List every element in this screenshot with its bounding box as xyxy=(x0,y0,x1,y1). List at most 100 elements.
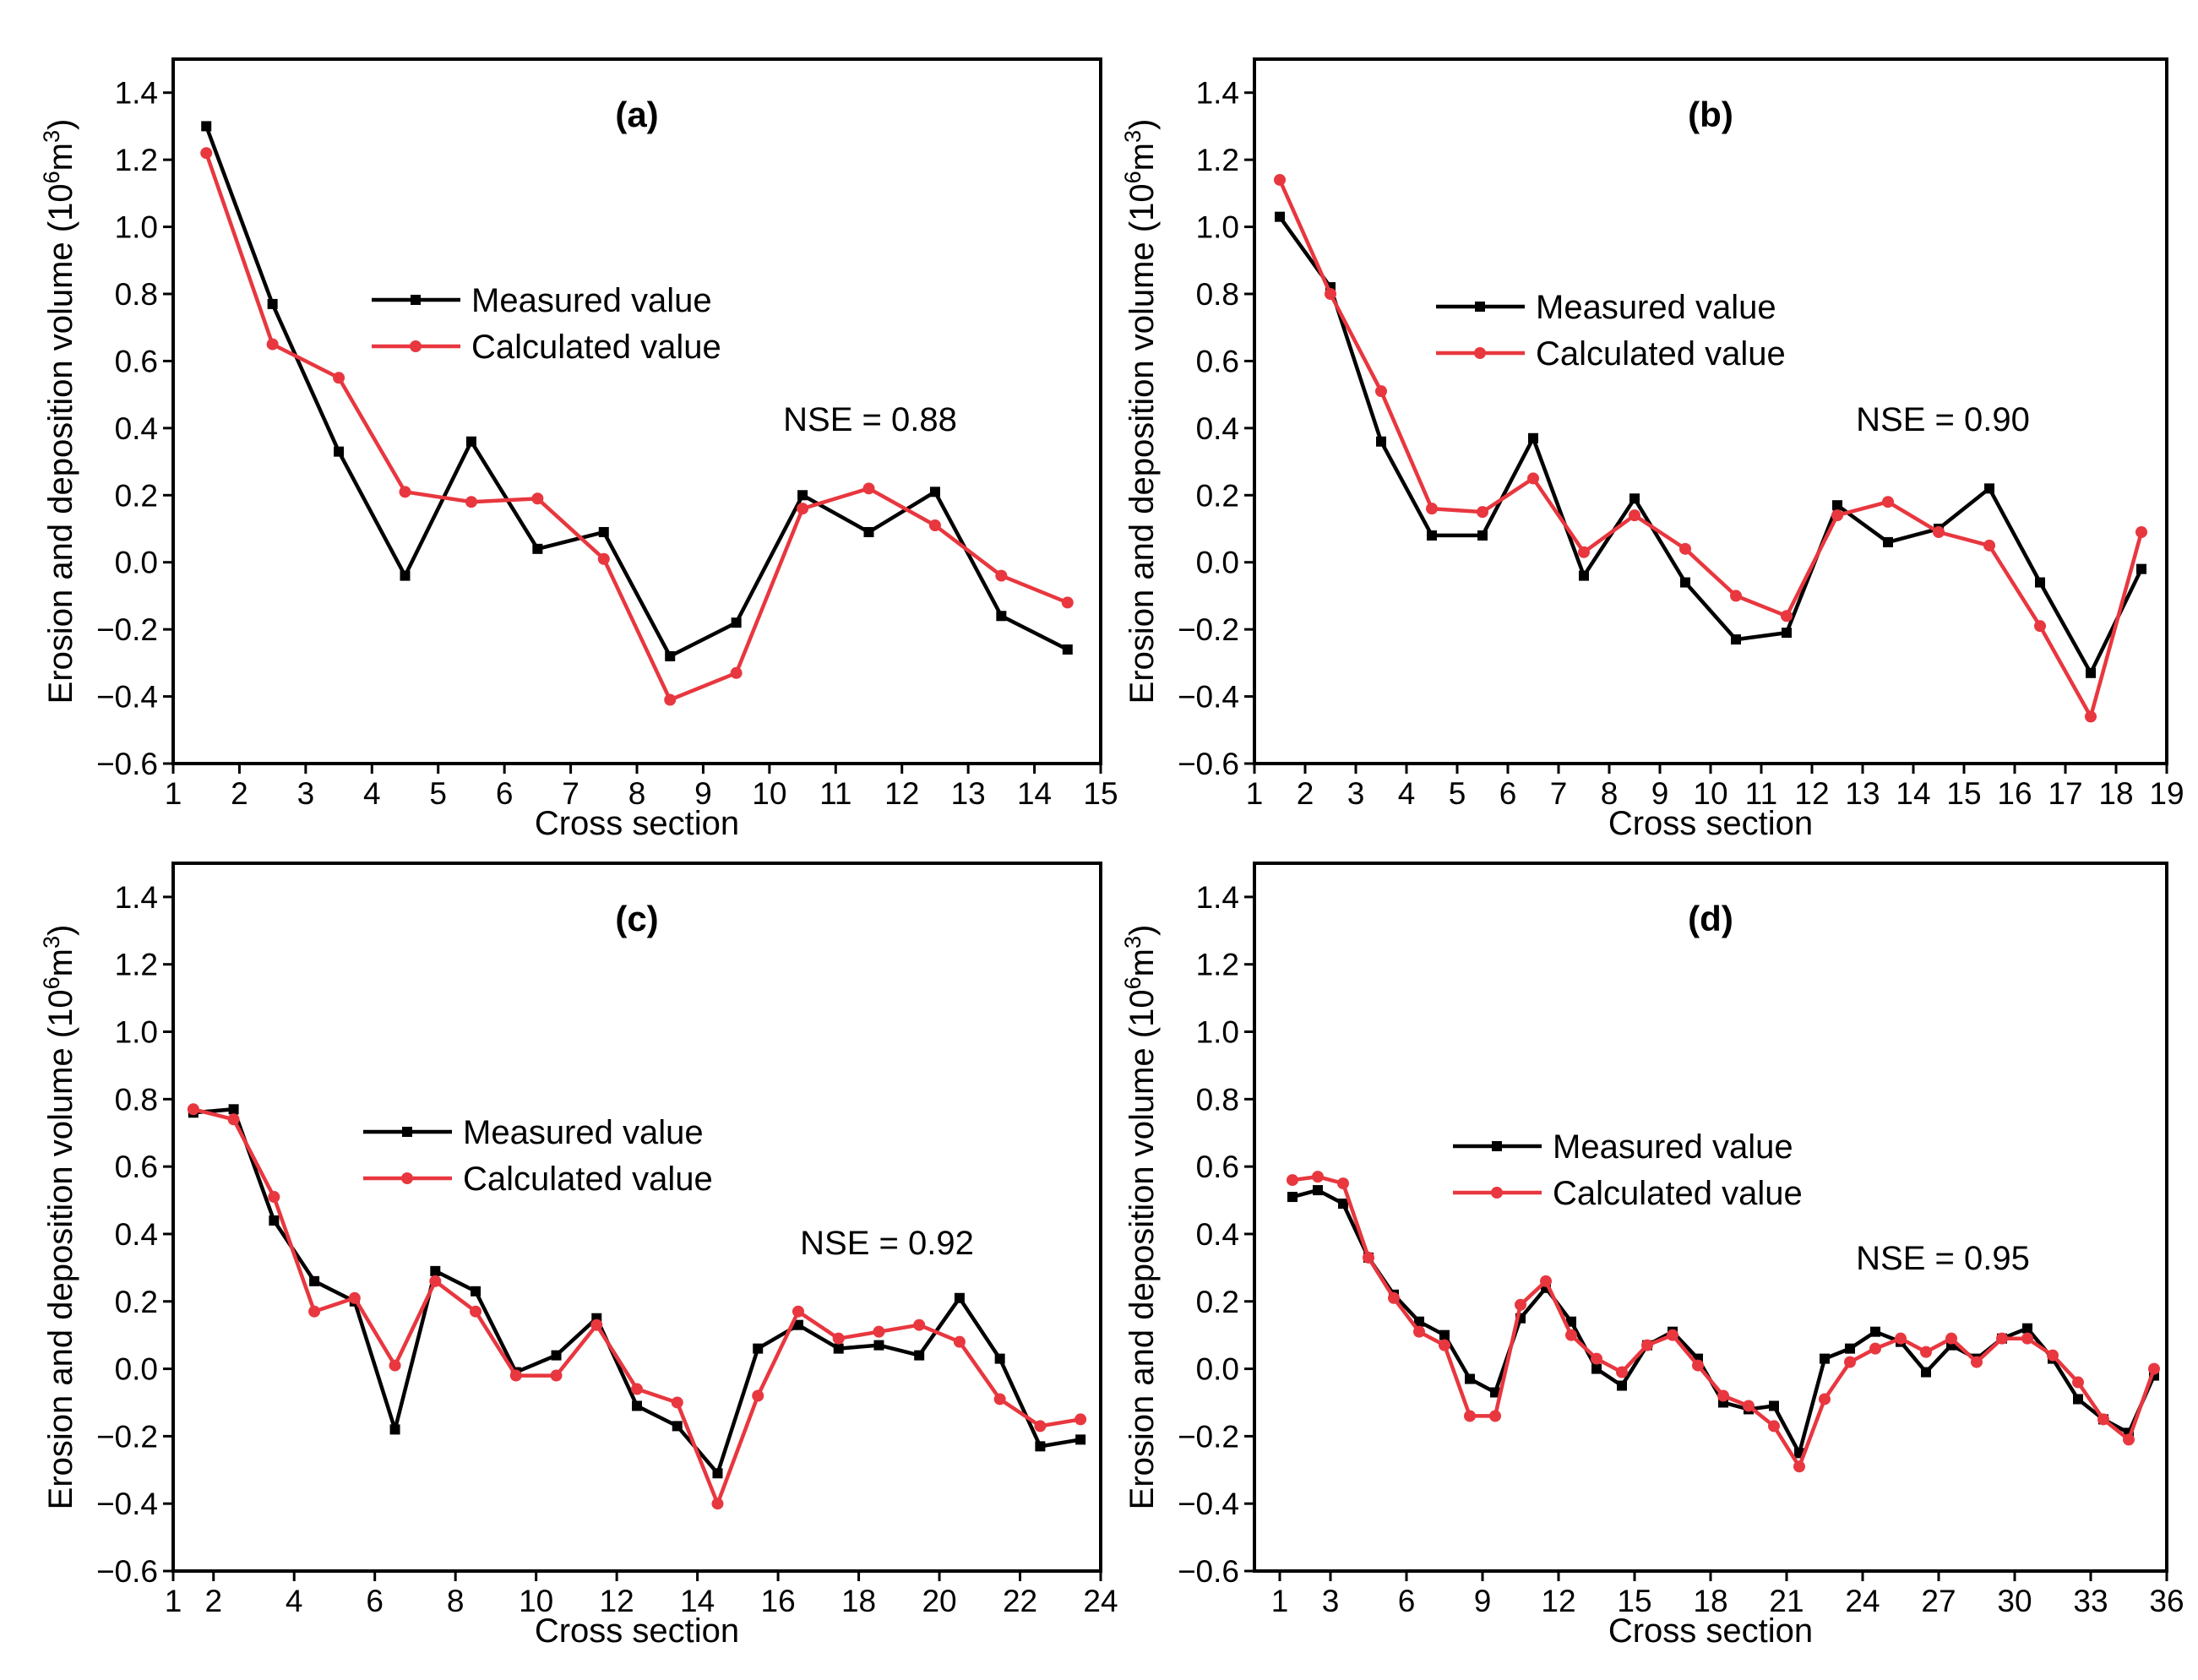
data-point-measured xyxy=(1617,1380,1627,1391)
x-tick-label: 30 xyxy=(1997,1584,2032,1618)
panel-label: (c) xyxy=(615,899,658,938)
data-point-measured xyxy=(873,1340,884,1351)
x-tick-label: 7 xyxy=(1550,776,1568,811)
x-axis-label: Cross section xyxy=(1608,805,1813,842)
x-tick-label: 4 xyxy=(1398,776,1416,811)
data-point-calculated xyxy=(2123,1433,2135,1446)
legend-label: Calculated value xyxy=(1553,1175,1803,1212)
data-point-calculated xyxy=(1768,1420,1780,1433)
data-point-calculated xyxy=(597,552,610,565)
legend-marker-square xyxy=(1475,302,1485,312)
y-tick-label: 1.2 xyxy=(1196,143,1239,177)
data-point-calculated xyxy=(671,1396,683,1409)
data-point-measured xyxy=(1769,1400,1779,1411)
chart-panel-2: −0.6−0.4−0.20.00.20.40.60.81.01.21.41 2 3 4… xyxy=(1120,57,2184,842)
data-point-measured xyxy=(1035,1441,1046,1452)
y-tick-label: −0.6 xyxy=(1178,1554,1239,1589)
data-point-calculated xyxy=(227,1113,240,1126)
y-tick-label: 0.6 xyxy=(115,1150,158,1184)
legend-marker-circle xyxy=(1491,1187,1503,1199)
data-point-measured xyxy=(753,1343,764,1354)
data-point-measured xyxy=(1782,628,1792,639)
data-point-measured xyxy=(1313,1185,1323,1196)
y-tick-label: 0.0 xyxy=(1196,1352,1239,1387)
x-tick-label: 5 xyxy=(1449,776,1466,811)
data-point-calculated xyxy=(1641,1339,1653,1351)
data-point-calculated xyxy=(953,1335,966,1348)
x-tick-label: 4 xyxy=(363,776,381,811)
x-tick-label: 16 xyxy=(1997,776,2032,811)
legend-label: Measured value xyxy=(471,282,712,319)
x-tick-label: 10 xyxy=(519,1584,553,1618)
x-tick-label: 10 xyxy=(752,776,786,811)
data-point-calculated xyxy=(1679,542,1691,555)
nse-annotation: NSE = 0.92 xyxy=(800,1225,974,1262)
x-tick-label: 7 xyxy=(562,776,579,811)
data-point-measured xyxy=(1832,500,1842,511)
x-axis-label: Cross section xyxy=(535,1612,739,1650)
data-point-calculated xyxy=(1945,1332,1957,1345)
nse-annotation: NSE = 0.95 xyxy=(1856,1240,2030,1277)
data-point-measured xyxy=(2022,1323,2032,1334)
y-tick-label: 1.0 xyxy=(115,210,158,245)
data-point-calculated xyxy=(1717,1389,1729,1402)
data-point-measured xyxy=(731,617,742,628)
data-point-measured xyxy=(430,1265,441,1276)
data-point-calculated xyxy=(1325,288,1336,300)
x-tick-label: 14 xyxy=(1017,776,1052,811)
x-tick-label: 3 xyxy=(1322,1584,1340,1618)
data-point-measured xyxy=(1490,1387,1500,1398)
x-tick-label: 21 xyxy=(1769,1584,1804,1618)
y-tick-label: −0.4 xyxy=(96,1487,158,1521)
plot-frame xyxy=(1253,862,2168,1573)
x-tick-label: 6 xyxy=(366,1584,384,1618)
y-tick-label: 1.2 xyxy=(1196,948,1239,982)
data-point-calculated xyxy=(664,693,677,706)
data-point-measured xyxy=(1591,1363,1602,1374)
data-point-calculated xyxy=(1287,1174,1298,1187)
x-tick-label: 5 xyxy=(429,776,447,811)
y-axis-label: Erosion and deposition volume (106m3) xyxy=(39,119,79,704)
panel-label: (a) xyxy=(615,95,658,134)
nse-annotation: NSE = 0.88 xyxy=(783,401,957,438)
x-tick-label: 11 xyxy=(1745,776,1777,811)
data-point-measured xyxy=(1427,530,1437,541)
data-point-calculated xyxy=(1075,1413,1087,1426)
x-tick-label: 22 xyxy=(1003,1584,1037,1618)
x-tick-label: 14 xyxy=(1896,776,1930,811)
data-point-calculated xyxy=(308,1305,321,1318)
y-tick-label: 1.2 xyxy=(115,948,158,982)
data-point-calculated xyxy=(1869,1342,1881,1355)
y-tick-label: 1.4 xyxy=(1196,880,1239,915)
data-point-calculated xyxy=(550,1369,563,1382)
x-tick-label: 10 xyxy=(1693,776,1727,811)
data-point-calculated xyxy=(1274,173,1286,186)
legend-label: Calculated value xyxy=(1536,335,1786,372)
x-tick-label: 13 xyxy=(951,776,986,811)
y-tick-label: 0.4 xyxy=(1196,1217,1239,1252)
data-point-measured xyxy=(201,121,212,132)
x-tick-label: 15 xyxy=(1617,1584,1651,1618)
data-point-calculated xyxy=(1920,1346,1932,1358)
data-point-calculated xyxy=(1996,1332,2008,1345)
data-point-calculated xyxy=(266,338,279,351)
data-point-calculated xyxy=(1831,509,1843,522)
data-point-calculated xyxy=(1489,1410,1501,1422)
data-point-calculated xyxy=(2047,1349,2059,1362)
data-point-calculated xyxy=(389,1359,401,1372)
y-tick-label: 0.8 xyxy=(115,277,158,312)
data-point-calculated xyxy=(429,1275,442,1287)
data-point-measured xyxy=(1629,493,1640,504)
data-point-measured xyxy=(334,446,345,457)
x-tick-label: 16 xyxy=(761,1584,796,1618)
data-point-calculated xyxy=(1363,1251,1374,1264)
data-point-calculated xyxy=(1819,1393,1831,1405)
y-tick-label: 0.4 xyxy=(1196,411,1239,446)
y-tick-label: 1.4 xyxy=(115,76,158,111)
data-point-measured xyxy=(1275,211,1285,222)
data-point-calculated xyxy=(792,1305,804,1318)
y-tick-label: 0.4 xyxy=(115,1217,158,1252)
y-tick-label: −0.6 xyxy=(1178,747,1239,781)
x-tick-label: 12 xyxy=(1794,776,1829,811)
x-tick-label: 36 xyxy=(2149,1584,2184,1618)
